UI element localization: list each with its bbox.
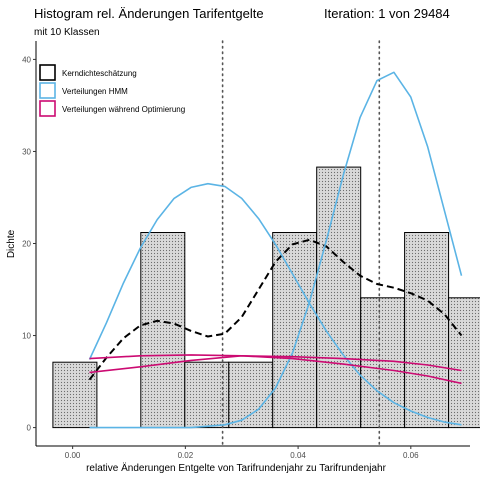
legend-label-kde: Kerndichteschätzung bbox=[62, 69, 137, 78]
histogram-bar-7 bbox=[316, 166, 362, 429]
x-tick-label-2: 0.02 bbox=[178, 451, 194, 460]
y-tick-label-5: 40 bbox=[22, 55, 31, 64]
series-optimization-curve-1 bbox=[89, 355, 462, 385]
series-optimization-curve-2 bbox=[89, 354, 462, 372]
histogram-bar-5 bbox=[228, 361, 274, 429]
reference-lines bbox=[221, 40, 381, 447]
legend-key-optimization bbox=[39, 100, 56, 117]
legend-label-hmm: Verteilungen HMM bbox=[62, 87, 128, 96]
legend-label-optimization: Verteilungen während Optimierung bbox=[62, 105, 185, 114]
chart-title: Histogram rel. Änderungen Tarifentgelte bbox=[34, 6, 264, 21]
series-kde-curve bbox=[88, 238, 463, 381]
y-axis-label: Dichte bbox=[6, 229, 17, 258]
histogram-bar-3 bbox=[140, 232, 186, 429]
chart-subtitle: mit 10 Klassen bbox=[34, 27, 100, 38]
y-tick-label-2: 10 bbox=[22, 332, 31, 341]
x-tick-label-1: 0.00 bbox=[65, 451, 81, 460]
series-hmm-curve-2 bbox=[89, 71, 463, 429]
iteration-label: Iteration: 1 von 29484 bbox=[324, 6, 450, 21]
legend-key-hmm bbox=[39, 82, 56, 99]
legend-key-kde bbox=[39, 64, 56, 81]
legend: Kerndichteschätzung Verteilungen HMM Ver… bbox=[39, 64, 185, 117]
histogram-bar-1 bbox=[52, 361, 98, 429]
histogram-bar-8 bbox=[360, 297, 406, 429]
axes: 0.00 0.02 0.04 0.06 0 10 20 30 40 bbox=[22, 41, 470, 460]
histogram-bar-9 bbox=[404, 232, 450, 429]
density-curves bbox=[88, 71, 463, 429]
x-axis-label: relative Änderungen Entgelte von Tarifru… bbox=[86, 462, 386, 474]
x-tick-label-3: 0.04 bbox=[290, 451, 306, 460]
y-tick-label-3: 20 bbox=[22, 240, 31, 249]
histogram-bar-6 bbox=[272, 232, 318, 429]
y-tick-label-1: 0 bbox=[27, 424, 32, 433]
histogram-bar-10 bbox=[448, 297, 480, 429]
x-tick-label-4: 0.06 bbox=[403, 451, 419, 460]
series-hmm-curve-1 bbox=[88, 182, 462, 426]
y-tick-label-4: 30 bbox=[22, 148, 31, 157]
histogram-bar-4 bbox=[184, 361, 230, 429]
histogram-bars bbox=[52, 166, 480, 429]
